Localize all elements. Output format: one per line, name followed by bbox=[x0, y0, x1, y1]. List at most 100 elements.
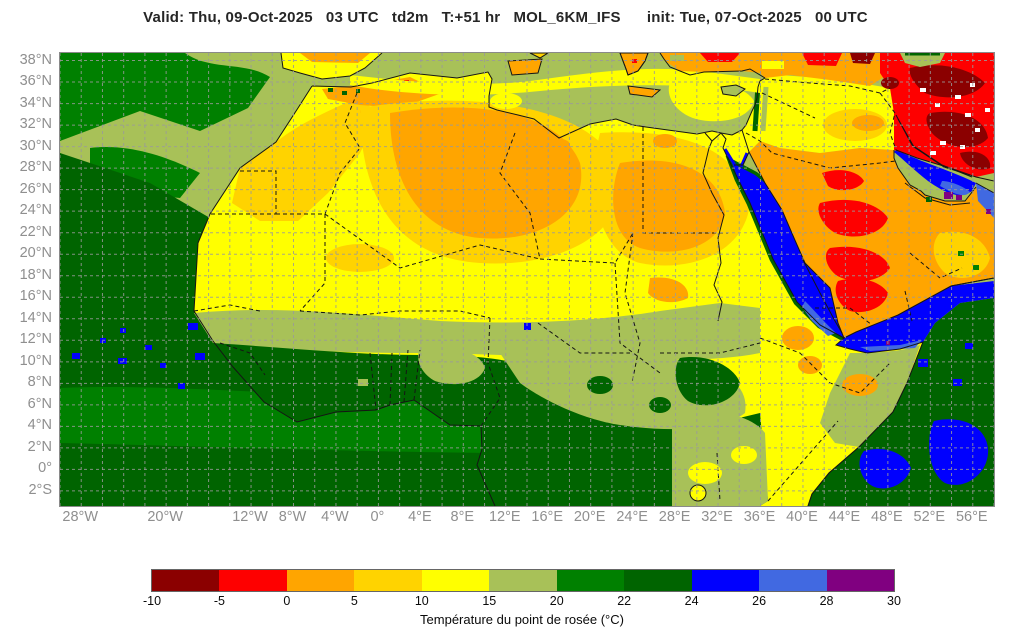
region-arabia-land bbox=[749, 141, 994, 338]
lon-tick-label: 12°E bbox=[488, 509, 521, 525]
page-title: Valid: Thu, 09-Oct-2025 03 UTC td2m T:+5… bbox=[143, 9, 868, 26]
lat-tick-label: 2°N bbox=[27, 438, 52, 455]
lon-tick-label: 20°E bbox=[573, 509, 606, 525]
lon-tick-label: 8°W bbox=[278, 509, 307, 525]
region-aden-royal-band bbox=[860, 340, 922, 351]
lat-tick-label: 2°S bbox=[28, 481, 52, 498]
lat-tick-label: 10°N bbox=[19, 352, 52, 369]
gulf-of-suez bbox=[723, 148, 738, 168]
lat-tick-label: 20°N bbox=[19, 245, 52, 262]
region-turkey-olive-speck bbox=[670, 55, 684, 61]
region-spain-orange bbox=[300, 53, 370, 63]
region-ethiopia-orange bbox=[782, 326, 814, 350]
dewpoint-map bbox=[60, 53, 994, 506]
lat-tick-label: 12°N bbox=[19, 331, 52, 348]
region-rif-green-specks bbox=[328, 88, 360, 95]
region-turkey-yellow-patch bbox=[762, 61, 784, 69]
region-saudi-red-blobs bbox=[818, 170, 890, 313]
lon-tick-label: 28°E bbox=[658, 509, 691, 525]
lat-tick-label: 8°N bbox=[27, 374, 52, 391]
lat-tick-label: 38°N bbox=[19, 51, 52, 68]
region-sahara-orange-algeria bbox=[390, 107, 582, 239]
colorbar-segment bbox=[286, 570, 355, 591]
region-oman-sea-purple bbox=[986, 209, 991, 214]
colorbar-tick-label: 0 bbox=[283, 594, 291, 608]
colorbar-segment bbox=[759, 570, 827, 591]
colorbar-tick-label: 28 bbox=[819, 594, 834, 608]
region-turkey-red-2 bbox=[802, 53, 842, 66]
region-oman-green-speck bbox=[958, 251, 964, 256]
lat-tick-label: 24°N bbox=[19, 202, 52, 219]
region-cyprus bbox=[720, 84, 746, 97]
lake-chad bbox=[524, 323, 531, 330]
lat-tick-label: 18°N bbox=[19, 266, 52, 283]
region-turkey-dark-red bbox=[850, 53, 875, 64]
lat-tick-label: 34°N bbox=[19, 94, 52, 111]
lat-tick-label: 32°N bbox=[19, 116, 52, 133]
lon-tick-label: 52°E bbox=[913, 509, 946, 525]
colorbar-tick-label: 20 bbox=[549, 594, 564, 608]
colorbar-caption: Température du point de rosée (°C) bbox=[420, 612, 624, 627]
coast-sinai-levant-turkey bbox=[659, 53, 766, 166]
colorbar-tick-label: -5 bbox=[213, 594, 226, 608]
colorbar-segment bbox=[624, 570, 692, 591]
lat-tick-label: 6°N bbox=[27, 395, 52, 412]
lon-tick-label: 24°E bbox=[616, 509, 648, 525]
region-ghana-olive-speck bbox=[358, 379, 368, 386]
region-gulf-south-shore-olive bbox=[904, 182, 971, 206]
region-ogaden-orange bbox=[842, 374, 878, 396]
colorbar-segment bbox=[219, 570, 287, 591]
region-gulf-purple bbox=[944, 192, 953, 199]
colorbar-segment bbox=[691, 570, 760, 591]
lon-tick-label: 56°E bbox=[955, 509, 988, 525]
region-uganda-yellow bbox=[688, 462, 722, 484]
lon-tick-label: 36°E bbox=[743, 509, 776, 525]
lon-tick-label: 44°E bbox=[828, 509, 861, 525]
lon-tick-label: 32°E bbox=[701, 509, 733, 525]
region-qatar-green-speck bbox=[926, 197, 932, 202]
colorbar-tick-label: 26 bbox=[752, 594, 767, 608]
lon-tick-label: 4°W bbox=[321, 509, 349, 525]
region-ethiopia-orange-2 bbox=[798, 356, 822, 374]
colorbar bbox=[151, 569, 895, 592]
colorbar-tick-label: 30 bbox=[887, 594, 901, 608]
lat-tick-label: 16°N bbox=[19, 288, 52, 305]
region-zagros-gold-band bbox=[897, 118, 971, 176]
region-egypt-coast-orange bbox=[653, 134, 677, 148]
colorbar-tick-label: 5 bbox=[350, 594, 358, 608]
region-sirte-orange bbox=[550, 139, 570, 151]
colorbar-segment bbox=[826, 570, 894, 591]
coast-arabia bbox=[748, 150, 994, 339]
region-persian-gulf-royal bbox=[940, 181, 970, 196]
region-oman-green-speck-2 bbox=[973, 265, 979, 270]
region-indian-ocean-blue-blobs bbox=[859, 343, 989, 489]
region-greece-red-speck bbox=[632, 59, 637, 63]
colorbar-segment bbox=[152, 570, 220, 591]
region-car-green-patch bbox=[587, 376, 613, 394]
lat-tick-label: 36°N bbox=[19, 73, 52, 90]
colorbar-tick-label: 10 bbox=[414, 594, 429, 608]
region-crete bbox=[627, 85, 662, 98]
region-sicily bbox=[507, 58, 543, 76]
region-persian-gulf bbox=[894, 150, 976, 196]
region-gulf-of-aden-blue bbox=[836, 281, 994, 353]
lake-victoria bbox=[689, 484, 707, 502]
lon-tick-label: 4°E bbox=[408, 509, 432, 525]
region-south-sudan-green bbox=[675, 357, 740, 406]
lon-tick-label: 40°E bbox=[786, 509, 818, 525]
lat-tick-label: 26°N bbox=[19, 180, 52, 197]
region-sinai bbox=[721, 130, 749, 165]
lon-tick-label: 28°W bbox=[62, 509, 99, 525]
colorbar-tick-label: 22 bbox=[617, 594, 632, 608]
colorbar-segment bbox=[489, 570, 557, 591]
lat-tick-label: 30°N bbox=[19, 137, 52, 154]
region-iraq-orange bbox=[852, 115, 884, 131]
region-gulf-purple-2 bbox=[956, 195, 962, 200]
lon-tick-label: 0° bbox=[370, 509, 385, 525]
lat-tick-label: 0° bbox=[38, 460, 52, 477]
lat-tick-label: 28°N bbox=[19, 159, 52, 176]
map-canvas bbox=[59, 52, 995, 507]
lon-tick-label: 20°W bbox=[147, 509, 183, 525]
region-kenya-yellow bbox=[731, 446, 757, 464]
